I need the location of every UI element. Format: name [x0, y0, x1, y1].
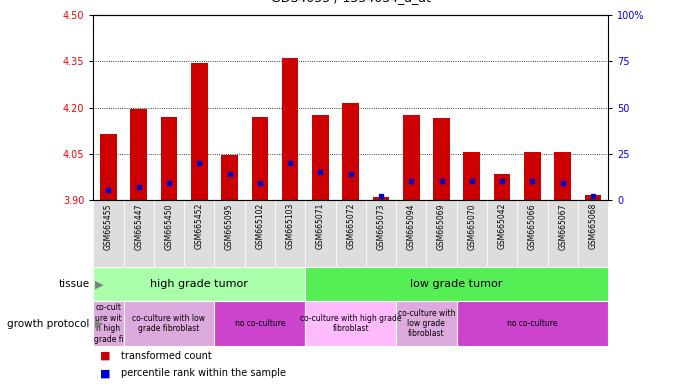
Text: low grade tumor: low grade tumor — [410, 279, 503, 289]
Bar — [305, 301, 396, 346]
Bar — [184, 200, 214, 267]
Bar — [342, 103, 359, 200]
Text: no co-culture: no co-culture — [234, 319, 285, 328]
Text: GSM665067: GSM665067 — [558, 203, 567, 250]
Bar — [312, 115, 329, 200]
Bar — [464, 152, 480, 200]
Text: GSM665072: GSM665072 — [346, 203, 355, 250]
Text: GSM665094: GSM665094 — [407, 203, 416, 250]
Bar — [305, 200, 336, 267]
Text: GDS4055 / 1554034_a_at: GDS4055 / 1554034_a_at — [271, 0, 430, 4]
Bar — [457, 301, 608, 346]
Bar — [93, 301, 124, 346]
Bar — [93, 200, 124, 267]
Text: GSM665066: GSM665066 — [528, 203, 537, 250]
Text: GSM665068: GSM665068 — [589, 203, 598, 250]
Text: GSM665095: GSM665095 — [225, 203, 234, 250]
Bar — [426, 200, 457, 267]
Text: growth protocol: growth protocol — [8, 318, 90, 329]
Text: ■: ■ — [100, 368, 111, 378]
Bar — [578, 200, 608, 267]
Text: ▶: ▶ — [95, 279, 103, 289]
Bar — [124, 200, 154, 267]
Text: ▶: ▶ — [95, 318, 103, 329]
Bar — [100, 134, 117, 200]
Text: GSM665073: GSM665073 — [377, 203, 386, 250]
Text: co-culture with high grade
fibroblast: co-culture with high grade fibroblast — [300, 314, 401, 333]
Text: GSM665452: GSM665452 — [195, 203, 204, 250]
Bar — [494, 174, 511, 200]
Text: GSM665042: GSM665042 — [498, 203, 507, 250]
Text: GSM665455: GSM665455 — [104, 203, 113, 250]
Bar — [252, 117, 268, 200]
Bar — [161, 117, 178, 200]
Bar — [191, 63, 207, 200]
Bar — [547, 200, 578, 267]
Text: GSM665447: GSM665447 — [134, 203, 143, 250]
Bar — [433, 118, 450, 200]
Bar — [305, 267, 608, 301]
Text: GSM665070: GSM665070 — [467, 203, 476, 250]
Text: GSM665103: GSM665103 — [285, 203, 294, 250]
Bar — [554, 152, 571, 200]
Bar — [245, 200, 275, 267]
Text: tissue: tissue — [59, 279, 90, 289]
Text: transformed count: transformed count — [121, 351, 211, 361]
Text: co-culture with low
grade fibroblast: co-culture with low grade fibroblast — [133, 314, 205, 333]
Bar — [487, 200, 518, 267]
Bar — [214, 301, 305, 346]
Bar — [518, 200, 547, 267]
Text: high grade tumor: high grade tumor — [151, 279, 248, 289]
Text: co-culture with
low grade
fibroblast: co-culture with low grade fibroblast — [397, 309, 455, 338]
Bar — [396, 301, 457, 346]
Bar — [275, 200, 305, 267]
Bar — [372, 197, 389, 200]
Bar — [221, 154, 238, 200]
Bar — [93, 267, 305, 301]
Bar — [524, 152, 540, 200]
Bar — [403, 115, 419, 200]
Bar — [282, 58, 299, 200]
Text: GSM665071: GSM665071 — [316, 203, 325, 250]
Bar — [124, 301, 214, 346]
Text: GSM665069: GSM665069 — [437, 203, 446, 250]
Text: GSM665450: GSM665450 — [164, 203, 173, 250]
Text: GSM665102: GSM665102 — [256, 203, 265, 249]
Bar — [131, 109, 147, 200]
Bar — [396, 200, 426, 267]
Bar — [366, 200, 396, 267]
Bar — [154, 200, 184, 267]
Bar — [336, 200, 366, 267]
Text: ■: ■ — [100, 351, 111, 361]
Text: percentile rank within the sample: percentile rank within the sample — [121, 368, 286, 378]
Bar — [585, 195, 601, 200]
Text: co-cult
ure wit
h high
grade fi: co-cult ure wit h high grade fi — [93, 303, 123, 344]
Bar — [457, 200, 487, 267]
Text: no co-culture: no co-culture — [507, 319, 558, 328]
Bar — [214, 200, 245, 267]
